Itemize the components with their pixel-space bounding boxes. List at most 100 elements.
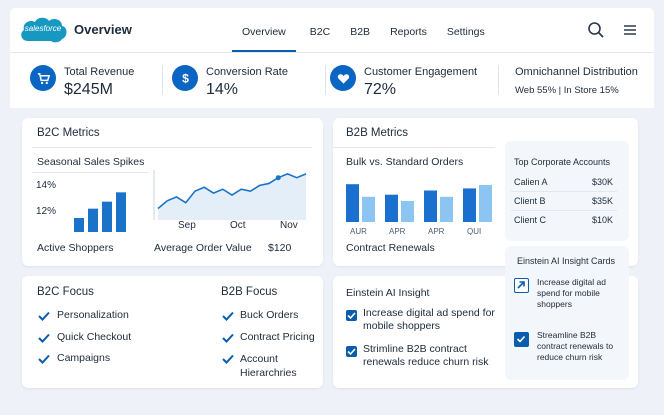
top-accounts-panel: Top Corporate Accounts Calien A $30K Cli… [505,141,629,241]
page-title: Overview [74,22,132,37]
account-value: $30K [592,177,614,187]
svg-text:$: $ [182,71,189,85]
focus-item: Account Hierarchries [240,353,297,379]
checkbox-icon[interactable] [346,346,357,357]
logo-text: salesforce [24,24,62,33]
account-value: $10K [592,215,614,225]
bar [424,190,437,222]
bar [102,201,112,232]
divider [32,172,148,173]
check-icon [37,331,51,343]
seasonal-bar-chart: 14% 12% [36,180,126,232]
card-title: B2B Metrics [346,127,408,139]
b2c-metrics-card: B2C Metrics Seasonal Sales Spikes 14% 12… [22,118,323,266]
insight-card-text: Streamline B2B contract renewals to redu… [537,330,614,362]
search-icon[interactable] [587,21,605,39]
divider [162,65,163,95]
check-icon [37,309,51,321]
bar [440,196,453,222]
x-tick-label: Nov [280,220,298,231]
y-tick-label: 14% [36,180,56,191]
panel-title: Top Corporate Accounts [514,157,611,167]
main-tabs: Overview B2C B2B Reports Settings [232,8,495,52]
check-icon [37,352,51,364]
tab-b2c[interactable]: B2C [309,26,331,38]
kpi-label: Omnichannel Distribution [515,66,638,78]
divider [511,191,617,192]
tab-settings[interactable]: Settings [446,26,485,38]
kpi-label: Customer Engagement [364,66,478,78]
card-title: B2C Focus [37,286,94,298]
card-title: Einstein AI Insight [346,287,430,299]
contract-renewals-label: Contract Renewals [346,242,435,254]
tab-b2b[interactable]: B2B [350,26,371,38]
x-tick-label: Oct [230,220,246,231]
salesforce-cloud-icon [21,17,67,43]
kpi-sub-value: Web 55% | In Store 15% [515,85,619,96]
tab-overview[interactable]: Overview [232,8,296,52]
account-name: Client C [514,215,547,225]
bar [346,184,359,222]
avg-order-label: Average Order Value [154,242,252,254]
kpi-value: 14% [206,81,239,98]
kpi-value: $245M [64,81,113,98]
divider [325,65,326,95]
bar [74,218,84,232]
salesforce-logo[interactable]: salesforce [18,13,68,47]
focus-item: Contract Pricing [240,331,315,343]
bar [401,201,414,222]
x-tick-label: APR [428,227,445,235]
insight-card-text: Increase digital ad spend for mobile sho… [537,277,606,309]
divider [511,210,617,211]
checked-insight-icon[interactable] [514,332,529,347]
check-icon [221,352,235,364]
kpi-label: Total Revenue [64,66,135,78]
kpi-row: Total Revenue $245M $ Conversion Rate 14… [10,52,654,108]
tab-reports[interactable]: Reports [390,26,427,38]
divider [498,65,499,95]
card-title: B2B Focus [221,286,278,298]
data-point [275,175,281,181]
seasonal-line-chart: Sep Oct Nov [153,170,307,231]
insight-item: Increase digital ad spend for mobile sho… [363,307,495,332]
account-name: Client B [514,196,546,206]
y-tick-label: 12% [36,206,56,217]
einstein-insight-cards-panel: Einstein AI Insight Cards Increase digit… [505,246,629,380]
active-shoppers-label: Active Shoppers [37,242,114,254]
line-area [158,173,306,220]
card-title: B2C Metrics [37,127,100,139]
check-icon [221,309,235,321]
bar [463,188,476,222]
kpi-value: 72% [364,81,397,98]
account-value: $35K [592,196,614,206]
panel-title: Einstein AI Insight Cards [517,256,616,266]
bulk-standard-bar-chart: AUR APR APR QUI [346,184,492,235]
chart-subtitle: Bulk vs. Standard Orders [346,156,464,168]
bar [479,185,492,222]
heart-icon [330,65,356,91]
focus-item: Buck Orders [240,309,299,321]
dollar-icon: $ [172,65,198,91]
insight-item: Strimline B2B contract renewals reduce c… [363,343,489,368]
divider [333,147,495,148]
bar [362,196,375,222]
account-name: Calien A [514,177,548,187]
hamburger-menu-icon[interactable] [621,21,639,39]
kpi-label: Conversion Rate [206,66,288,78]
series-line [157,172,307,210]
focus-item: Campaigns [57,352,111,364]
x-tick-label: AUR [350,227,367,235]
checkbox-icon[interactable] [346,310,357,321]
bar [116,192,126,232]
focus-item: Personalization [57,309,129,321]
chart-subtitle: Seasonal Sales Spikes [37,156,145,168]
cart-icon [30,65,56,91]
open-insight-icon[interactable] [514,278,529,293]
x-tick-label: Sep [178,220,196,231]
bar [385,194,398,222]
check-icon [221,331,235,343]
x-tick-label: APR [389,227,406,235]
bar [88,208,98,232]
focus-card: B2C Focus Personalization Quick Checkout… [22,276,323,388]
avg-order-value: $120 [268,242,292,254]
